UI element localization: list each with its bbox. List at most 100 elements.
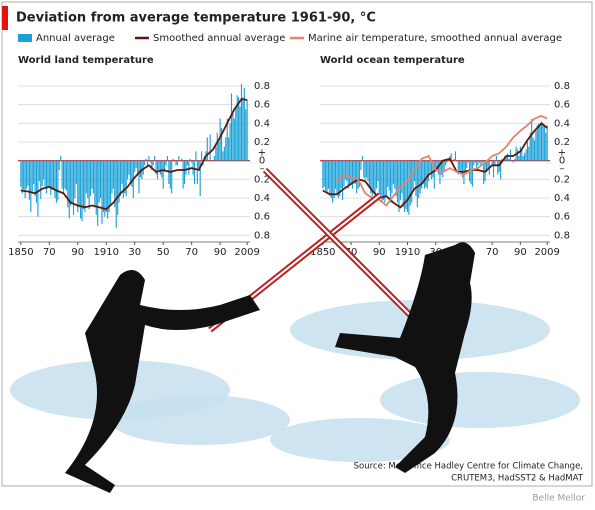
bar: [152, 160, 154, 166]
bar: [188, 160, 190, 175]
bar: [535, 130, 537, 161]
bar: [354, 160, 356, 184]
bar: [55, 160, 57, 203]
bar: [213, 156, 215, 161]
bar: [494, 160, 496, 166]
bar: [432, 160, 434, 178]
bar: [423, 160, 425, 189]
source-note: CRUTEM3, HadSST2 & HadMAT: [451, 474, 584, 484]
bar: [461, 160, 464, 178]
bar: [473, 160, 475, 166]
legend-swatch: [18, 34, 32, 42]
bar: [219, 118, 221, 161]
bar: [88, 160, 90, 210]
bar: [166, 156, 169, 161]
bar: [421, 160, 423, 189]
bar: [508, 158, 510, 161]
bar: [209, 134, 211, 161]
bar: [165, 160, 167, 166]
bar: [453, 158, 455, 161]
bar: [45, 160, 48, 194]
bar: [216, 132, 218, 161]
bar: [57, 160, 59, 200]
bar: [233, 118, 235, 161]
bar: [109, 160, 112, 206]
bar: [370, 160, 372, 194]
bar: [206, 137, 208, 161]
bar: [487, 160, 489, 170]
bar: [478, 160, 481, 163]
bar: [377, 160, 379, 182]
bar: [406, 160, 409, 212]
bar: [521, 149, 523, 161]
bar: [191, 160, 193, 163]
bar: [340, 160, 342, 189]
bar: [108, 160, 110, 212]
bar: [97, 160, 99, 226]
bar: [122, 160, 124, 198]
bar: [536, 125, 538, 161]
bar: [75, 160, 77, 184]
bar: [440, 160, 442, 175]
x-tick-label: 1850: [8, 247, 33, 258]
bar: [358, 160, 361, 187]
bar: [37, 160, 39, 217]
bar: [195, 151, 197, 161]
bar: [327, 160, 330, 189]
bar: [40, 160, 42, 199]
bar: [47, 160, 49, 189]
bar: [154, 156, 156, 161]
bar: [389, 160, 392, 203]
bar: [80, 160, 82, 219]
legend-label: Annual average: [36, 33, 115, 44]
x-tick-label: 90: [514, 247, 527, 258]
bar: [433, 160, 435, 189]
bar: [48, 160, 50, 188]
zero-sign: +: [258, 148, 266, 159]
bar: [516, 149, 519, 161]
bar: [540, 121, 543, 161]
bar: [238, 97, 240, 161]
bar: [512, 160, 514, 163]
bar: [164, 160, 166, 172]
bar: [90, 160, 92, 197]
y-tick-label: 0.8: [554, 81, 570, 92]
y-tick-label: 0.2: [554, 174, 570, 185]
bar: [30, 160, 32, 212]
zero-sign: –: [560, 164, 565, 175]
x-tick-label: 70: [486, 247, 499, 258]
bar: [450, 153, 452, 161]
bar: [418, 160, 420, 198]
bar: [178, 156, 180, 161]
bar: [148, 156, 150, 161]
bar: [102, 160, 104, 212]
bar: [356, 160, 358, 194]
bar: [245, 109, 247, 161]
bar: [349, 160, 351, 184]
bar: [391, 160, 393, 194]
x-tick-label: 1910: [94, 247, 119, 258]
bar: [25, 160, 28, 189]
y-tick-label: 0.8: [254, 81, 270, 92]
x-tick-label: 2009: [234, 247, 259, 258]
source-note: Source: Met Office Hadley Centre for Cli…: [354, 462, 583, 472]
bar: [336, 160, 338, 194]
bar: [507, 153, 509, 161]
bar: [135, 160, 137, 169]
bar: [183, 160, 186, 184]
x-tick-label: 1910: [395, 247, 420, 258]
bar: [215, 146, 217, 161]
bar: [31, 160, 33, 192]
bar: [201, 151, 203, 161]
bar: [525, 149, 527, 161]
bar: [344, 160, 346, 180]
credit: Belle Mellor: [532, 494, 585, 504]
bar: [78, 160, 80, 208]
bar: [72, 160, 75, 215]
bar: [129, 160, 132, 184]
bar: [460, 160, 462, 175]
bar: [464, 160, 466, 172]
bar: [240, 84, 243, 161]
bar: [121, 160, 123, 184]
bar: [94, 160, 96, 208]
